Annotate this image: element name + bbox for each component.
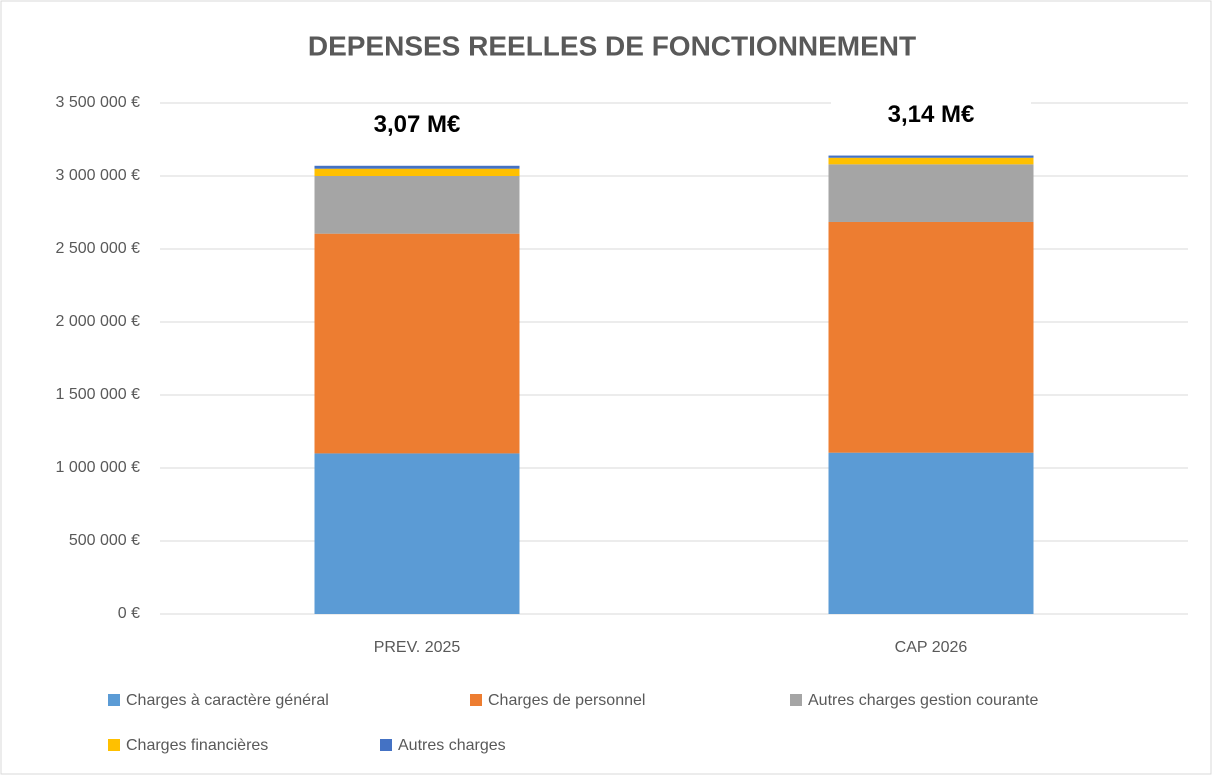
bar-segment <box>314 233 520 454</box>
legend-swatch <box>380 739 392 751</box>
y-tick-label: 2 000 000 € <box>55 313 140 330</box>
legend-swatch <box>470 694 482 706</box>
legend-swatch <box>108 739 120 751</box>
y-tick-label: 0 € <box>118 605 140 622</box>
total-label: 3,07 M€ <box>374 111 461 138</box>
legend-label: Charges à caractère général <box>126 692 329 709</box>
y-tick-label: 1 500 000 € <box>55 386 140 403</box>
label-bg <box>317 103 517 148</box>
bar-segment <box>314 168 520 176</box>
bar-segment <box>828 157 1034 165</box>
legend-label: Autres charges gestion courante <box>808 692 1038 709</box>
y-tick-label: 2 500 000 € <box>55 240 140 257</box>
legend-swatch <box>108 694 120 706</box>
bar-segment <box>314 176 520 234</box>
label-bg <box>831 93 1031 138</box>
bar-segment <box>828 452 1034 614</box>
bar-segment <box>828 164 1034 222</box>
bar-segment <box>828 155 1034 158</box>
y-tick-label: 3 000 000 € <box>55 167 140 184</box>
bar-segment <box>314 165 520 169</box>
bar-segment <box>314 453 520 614</box>
legend-label: Charges financières <box>126 737 268 754</box>
x-tick-label: PREV. 2025 <box>374 639 461 656</box>
legend-label: Autres charges <box>398 737 506 754</box>
total-label: 3,14 M€ <box>888 101 975 128</box>
bar-segment <box>828 221 1034 453</box>
legend-swatch <box>790 694 802 706</box>
y-tick-label: 3 500 000 € <box>55 94 140 111</box>
legend-label: Charges de personnel <box>488 692 645 709</box>
x-tick-label: CAP 2026 <box>895 639 968 656</box>
y-tick-label: 1 000 000 € <box>55 459 140 476</box>
chart-title: DEPENSES REELLES DE FONCTIONNEMENT <box>308 30 916 61</box>
y-tick-label: 500 000 € <box>69 532 140 549</box>
